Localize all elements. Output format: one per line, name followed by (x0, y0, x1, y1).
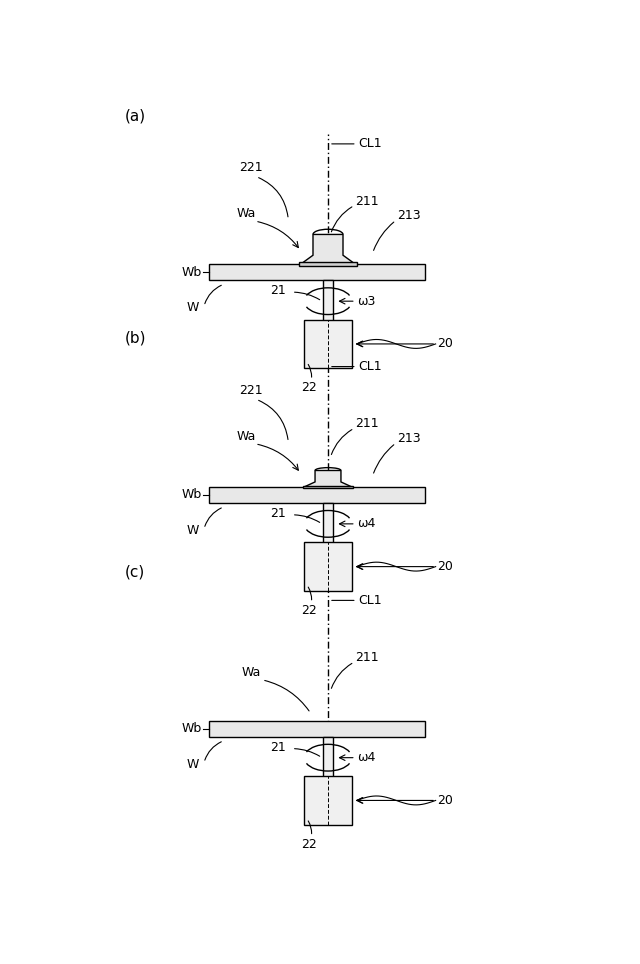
Text: CL1: CL1 (358, 361, 381, 373)
Text: W: W (187, 302, 199, 314)
Text: (a): (a) (125, 108, 146, 123)
Text: 211: 211 (355, 417, 379, 430)
Bar (323, 281, 333, 327)
Text: 221: 221 (239, 384, 263, 397)
Bar (209, 264, 425, 281)
Text: 21: 21 (270, 284, 286, 297)
Text: 22: 22 (301, 838, 317, 851)
Bar (323, 503, 333, 549)
Text: 20: 20 (437, 560, 453, 574)
Bar (323, 736, 333, 783)
Text: (b): (b) (125, 331, 146, 346)
Text: ω3: ω3 (356, 295, 375, 308)
Text: 213: 213 (397, 432, 421, 445)
Text: (c): (c) (125, 565, 145, 579)
Polygon shape (301, 234, 355, 264)
Bar (300, 262, 356, 266)
Bar (304, 320, 352, 368)
Text: 211: 211 (355, 651, 379, 664)
Text: Wb: Wb (181, 722, 202, 736)
Text: Wa: Wa (241, 666, 261, 679)
Text: Wb: Wb (181, 489, 202, 501)
Text: ω4: ω4 (356, 518, 375, 530)
Text: CL1: CL1 (358, 138, 381, 150)
Bar (209, 721, 425, 736)
Text: W: W (187, 758, 199, 771)
Text: 221: 221 (239, 161, 263, 174)
Bar (304, 776, 352, 824)
Text: 22: 22 (301, 604, 317, 617)
Text: 211: 211 (355, 195, 379, 207)
Text: 213: 213 (397, 209, 421, 223)
Text: ω4: ω4 (356, 751, 375, 764)
Bar (304, 543, 352, 591)
Text: W: W (187, 524, 199, 537)
Text: 21: 21 (270, 507, 286, 520)
Polygon shape (305, 470, 351, 487)
Text: 20: 20 (437, 794, 453, 807)
Text: Wa: Wa (236, 207, 256, 220)
Text: CL1: CL1 (358, 594, 381, 607)
Text: 21: 21 (270, 740, 286, 754)
Text: Wb: Wb (181, 266, 202, 279)
Text: 20: 20 (437, 337, 453, 351)
Text: 22: 22 (301, 382, 317, 394)
Bar (209, 487, 425, 503)
Bar (303, 486, 353, 488)
Text: Wa: Wa (236, 430, 256, 442)
